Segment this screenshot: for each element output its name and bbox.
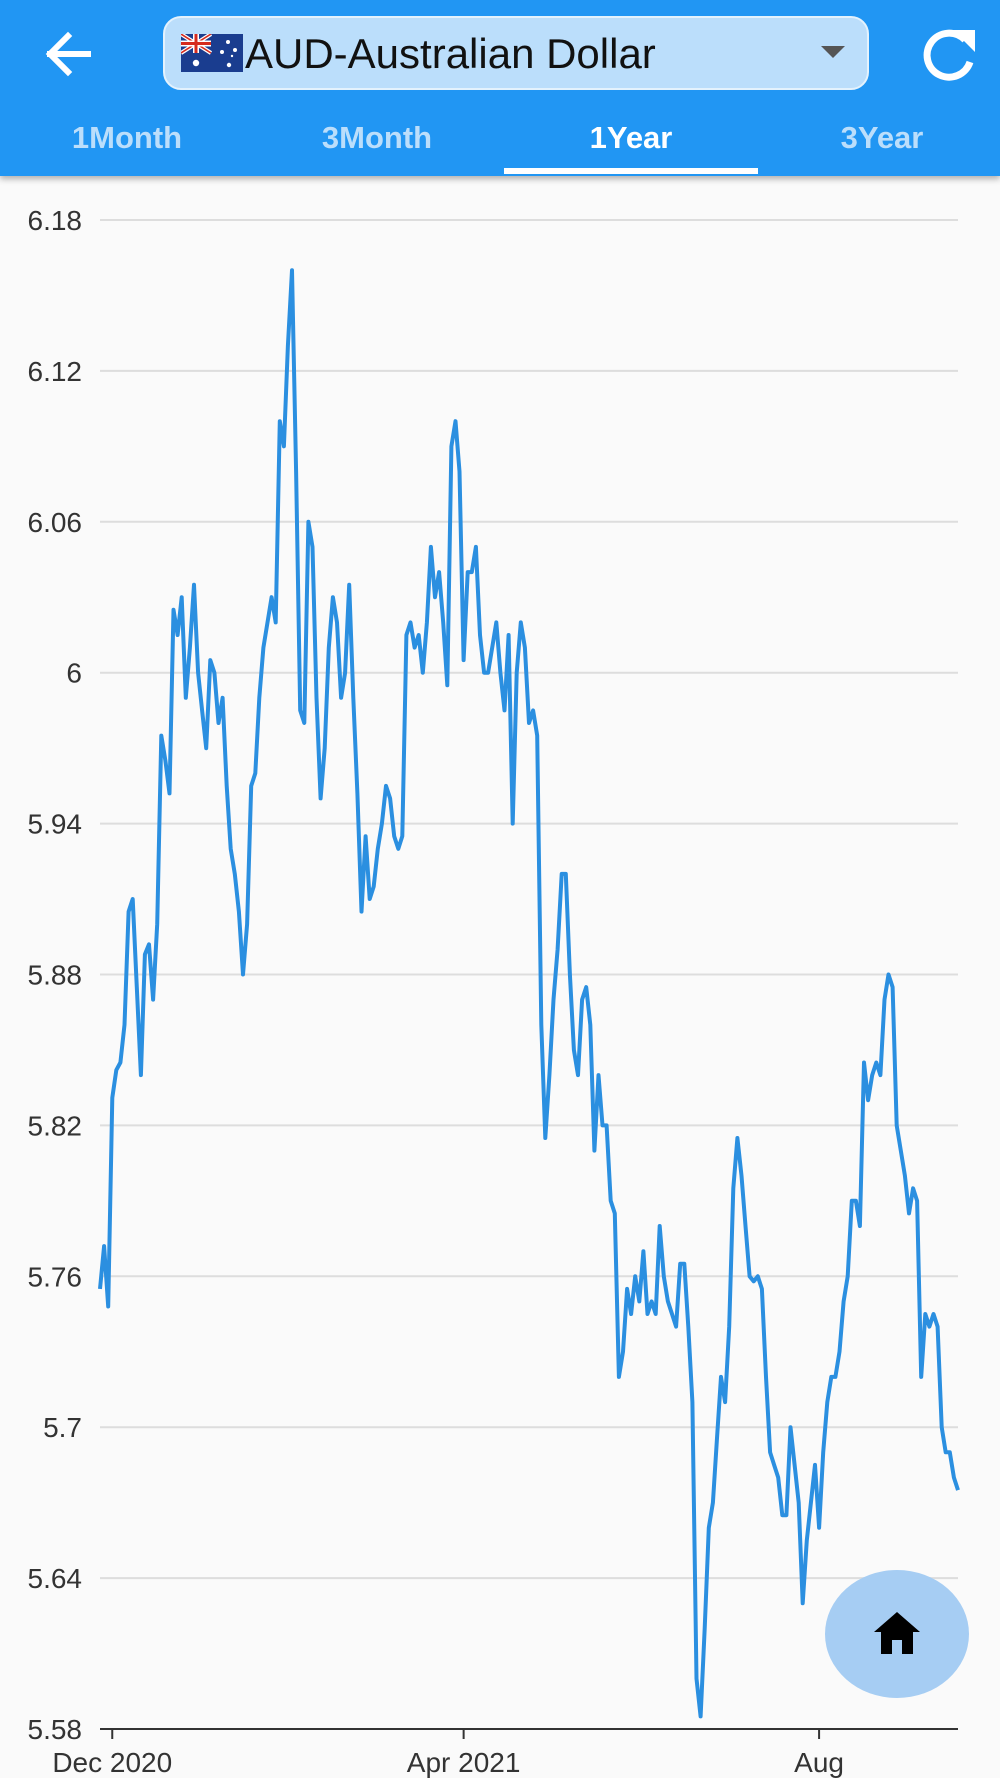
caret-down-icon [821, 46, 845, 58]
x-tick-label: Aug [794, 1747, 844, 1778]
australia-flag-icon [181, 34, 243, 72]
y-tick-label: 5.82 [28, 1110, 83, 1141]
x-tick-label: Dec 2020 [52, 1747, 172, 1778]
currency-selector-label: AUD-Australian Dollar [245, 30, 656, 77]
home-button[interactable] [825, 1570, 969, 1698]
active-tab-indicator [504, 168, 758, 174]
y-tick-label: 5.88 [28, 960, 83, 991]
refresh-icon [923, 29, 975, 81]
app-bar: AUD-Australian Dollar 1Month 3Month 1Yea… [0, 0, 1000, 176]
back-button[interactable] [38, 26, 98, 82]
tab-1month[interactable]: 1Month [71, 120, 183, 155]
currency-selector[interactable]: AUD-Australian Dollar [163, 16, 869, 90]
tab-1year[interactable]: 1Year [589, 120, 673, 155]
x-tick-label: Apr 2021 [407, 1747, 521, 1778]
range-tabs: 1Month 3Month 1Year 3Year [0, 108, 1000, 176]
y-tick-label: 5.76 [28, 1261, 83, 1292]
tab-3year[interactable]: 3Year [840, 120, 924, 155]
y-tick-label: 5.94 [28, 809, 83, 840]
y-tick-label: 5.58 [28, 1714, 83, 1745]
tab-3month[interactable]: 3Month [321, 120, 433, 155]
series-line [98, 268, 960, 1719]
refresh-button[interactable] [915, 22, 981, 88]
y-tick-label: 6.06 [28, 507, 83, 538]
y-tick-label: 6.18 [28, 205, 83, 236]
arrow-left-icon [45, 31, 91, 77]
exchange-rate-chart: 6.18 6.12 6.06 6 5.94 5.88 5.82 5.76 5.7 5.64 5.58… [28, 205, 960, 1778]
home-icon [874, 1612, 920, 1654]
y-tick-label: 6.12 [28, 356, 83, 387]
y-tick-label: 5.64 [28, 1563, 83, 1594]
y-tick-label: 5.7 [43, 1412, 82, 1443]
y-tick-label: 6 [66, 658, 82, 689]
